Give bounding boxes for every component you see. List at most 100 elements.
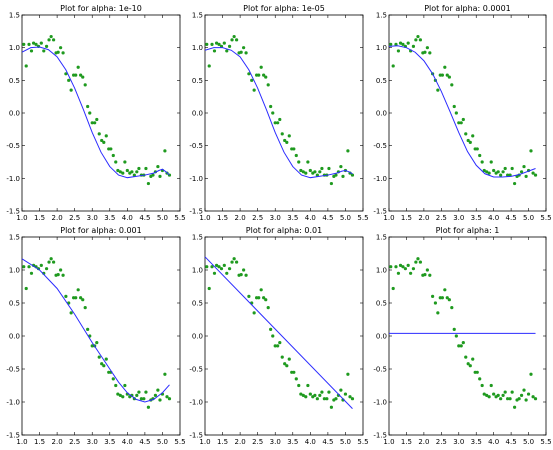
data-point [294,153,298,158]
data-point [271,111,275,115]
data-point [299,168,303,173]
data-point [403,267,407,271]
y-tick-label: 1.5 [192,12,203,20]
data-point [139,397,143,401]
data-point [214,263,219,267]
data-point [447,75,451,79]
x-tick-label: 3.5 [471,438,482,446]
data-point [266,83,270,87]
data-point [95,341,99,345]
y-tick-label: 0.0 [376,110,387,118]
data-point [526,392,531,396]
x-tick-label: 4.0 [122,438,133,446]
y-tick-label: 0.5 [9,77,20,85]
subplot-title: Plot for alpha: 0.0001 [424,4,511,13]
data-point [273,344,277,348]
data-point [158,398,162,402]
data-point [466,138,470,143]
data-point [464,132,468,136]
data-point [313,393,317,397]
data-point [318,393,322,397]
data-point [49,34,53,39]
x-tick-label: 4.0 [122,214,133,222]
x-tick-label: 2.5 [436,438,447,446]
data-point [247,72,251,76]
data-point [210,265,214,269]
data-point [447,298,451,302]
data-point [47,260,51,264]
data-point [239,50,243,54]
data-point [425,46,429,50]
data-point [118,170,122,174]
data-point [292,147,296,151]
x-tick-label: 3.5 [471,214,482,222]
data-point [475,370,479,374]
data-point [276,344,280,348]
data-point [506,173,510,177]
data-point [459,344,463,348]
data-point [294,377,298,381]
data-point [69,311,73,315]
data-point [443,288,447,292]
x-tick-label: 3.0 [453,438,464,446]
data-point [222,263,226,267]
data-point [212,271,217,275]
data-point [389,42,393,47]
subplot-3: Plot for alpha: 0.0001 1.0 1.5 2.0 2.5 3.0 3.5… [373,4,551,222]
data-point [207,286,211,291]
data-point [156,388,160,392]
x-tick-label: 5.0 [523,214,534,222]
fit-line [21,258,170,403]
x-tick-label: 2.0 [235,438,246,446]
data-point [264,298,268,302]
data-point [489,383,493,388]
x-tick-label: 1.0 [16,438,27,446]
data-point [313,170,317,174]
data-point [445,73,449,77]
data-point [292,370,296,374]
data-point [341,174,345,178]
x-tick-label: 3.0 [453,214,464,222]
x-tick-label: 2.5 [252,438,263,446]
data-point [524,174,528,178]
data-point [153,393,158,397]
subplot-title: Plot for alpha: 0.01 [246,226,322,235]
data-point [227,44,232,48]
y-tick-label: -0.5 [189,142,203,150]
x-tick-label: 5.0 [157,438,168,446]
y-tick-label: 1.0 [192,44,203,52]
x-tick-label: 4.0 [305,214,316,222]
x-tick-label: 1.5 [34,438,45,446]
data-point [529,372,533,376]
data-point [315,397,319,401]
y-tick-label: 0.5 [192,77,203,85]
data-point [339,164,343,169]
data-point [283,362,287,366]
data-point [83,306,87,310]
data-point [97,355,101,359]
data-point [97,132,101,136]
data-point [297,383,301,388]
data-point [52,38,56,42]
data-point [416,34,420,39]
y-tick-label: -1.5 [6,432,20,440]
data-point [320,166,324,171]
data-point [47,38,51,42]
data-point [423,50,427,54]
data-point [144,390,148,394]
data-point [485,170,489,174]
y-tick-label: 0.5 [376,77,387,85]
data-point [513,405,517,409]
data-point [79,73,83,77]
data-point [478,377,482,381]
data-point [478,153,482,158]
data-point [297,160,301,164]
data-point [519,393,524,397]
data-point [517,397,521,401]
data-point [506,397,510,401]
data-point [86,104,90,109]
data-point [83,83,87,87]
data-point [480,383,484,388]
x-tick-label: 4.5 [139,214,150,222]
data-point [266,306,270,310]
